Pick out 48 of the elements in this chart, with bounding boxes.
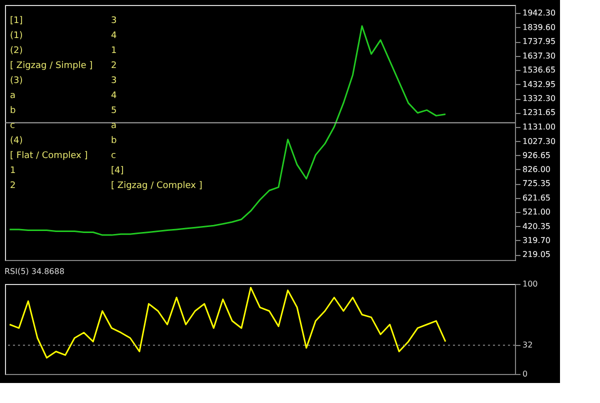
y-tick-label: 826.00: [522, 164, 550, 174]
annotation: b: [10, 106, 16, 116]
y-tick-label: 1027.30: [522, 136, 556, 146]
line-series: [8, 286, 446, 359]
y-tick-label: 0: [522, 370, 528, 378]
line-series: [8, 25, 446, 236]
y-tick-label: 926.65: [522, 150, 550, 160]
annotation: [ Zigzag / Complex ]: [111, 181, 202, 191]
y-tick-label: 1536.65: [522, 65, 556, 74]
y-tick-label: 725.35: [522, 179, 550, 188]
annotation: [ Zigzag / Simple ]: [10, 61, 93, 71]
annotation: 5: [111, 106, 117, 116]
annotation: [ Flat / Complex ]: [10, 151, 88, 161]
y-tick-label: 521.00: [522, 208, 550, 217]
y-tick-label: 219.05: [522, 250, 550, 260]
y-tick-label: 1131.00: [522, 122, 556, 132]
annotation: c: [111, 151, 116, 161]
chart-title: RSI(5) 34.8688: [4, 267, 64, 276]
y-tick-label: 1432.95: [522, 80, 556, 89]
y-tick-label: 621.65: [522, 194, 550, 203]
y-tick-label: 32: [522, 340, 533, 350]
annotation: (1): [10, 31, 23, 41]
y-tick-label: 1231.65: [522, 108, 556, 118]
annotation: 4: [111, 91, 118, 101]
annotation: 2: [10, 181, 16, 191]
annotation: (2): [10, 46, 23, 56]
annotation: 2: [111, 61, 117, 71]
y-tick-label: 1737.95: [522, 37, 556, 46]
y-tick-label: 1637.30: [522, 51, 556, 60]
annotation: [4]: [111, 166, 124, 176]
annotation: [1]: [10, 16, 23, 26]
annotation: 3: [111, 76, 117, 86]
annotation: 1: [10, 166, 16, 176]
y-tick-label: 1942.30: [522, 8, 556, 18]
annotation: a: [10, 91, 16, 101]
annotation: a: [111, 121, 117, 131]
annotation: c: [10, 121, 16, 131]
annotation: 4: [111, 31, 118, 41]
annotation: (4): [10, 136, 23, 146]
annotation: 1: [111, 46, 117, 56]
y-tick-label: 1839.60: [522, 22, 556, 32]
y-tick-label: 420.35: [522, 222, 550, 231]
y-tick-label: 319.70: [522, 236, 550, 245]
annotation: b: [111, 136, 118, 146]
annotation: (3): [10, 76, 23, 86]
annotation: 3: [111, 16, 117, 26]
y-tick-label: 1332.30: [522, 94, 556, 104]
y-tick-label: 100: [522, 280, 538, 288]
